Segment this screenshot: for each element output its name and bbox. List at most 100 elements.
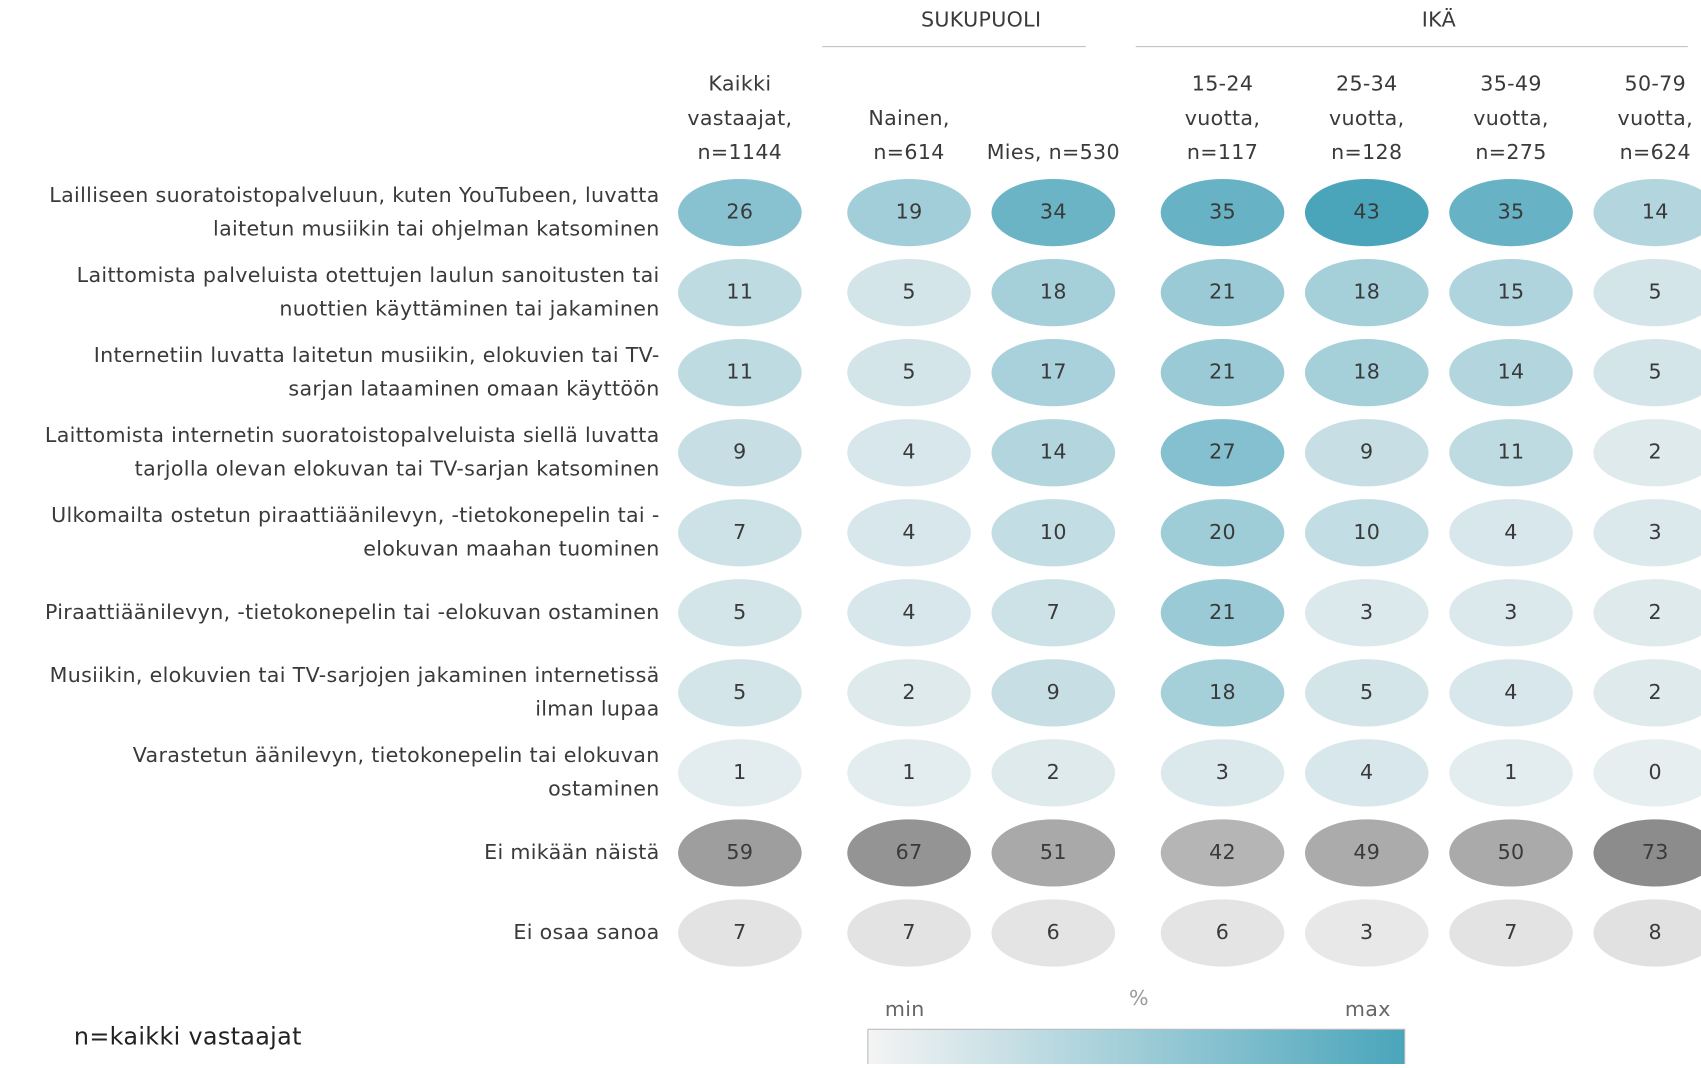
cell-value: 50 [1498, 840, 1525, 864]
column-label: 25-34 [1336, 72, 1397, 96]
cell-value: 21 [1209, 280, 1236, 304]
cell [1304, 419, 1429, 487]
cell-value: 4 [902, 520, 915, 544]
cell [1160, 499, 1285, 567]
column-label: n=1144 [698, 140, 783, 164]
cell [678, 419, 802, 487]
cell-value: 2 [1047, 760, 1060, 784]
cell [1593, 579, 1701, 647]
cell-value: 51 [1040, 840, 1067, 864]
column-label: 50-79 [1625, 72, 1686, 96]
column-label: vuotta, [1185, 106, 1260, 130]
cell [678, 178, 802, 247]
column-label: n=624 [1620, 140, 1691, 164]
cell [847, 739, 971, 807]
cell [847, 339, 971, 407]
cell [1304, 499, 1429, 567]
cell [1304, 259, 1429, 327]
cell-value: 7 [902, 920, 915, 944]
cell-value: 8 [1649, 920, 1662, 944]
cell [1449, 579, 1573, 647]
cell [1593, 259, 1701, 327]
cell-value: 3 [1649, 520, 1662, 544]
legend-gradient [867, 1028, 1406, 1068]
cell [1304, 819, 1429, 887]
cell-value: 2 [902, 680, 915, 704]
cell-value: 2 [1649, 600, 1662, 624]
cell-value: 5 [902, 360, 915, 384]
cell [1160, 819, 1285, 887]
cell-value: 20 [1209, 520, 1236, 544]
column-label: 35-49 [1480, 72, 1541, 96]
cell [1449, 739, 1573, 807]
cell-value: 10 [1353, 520, 1380, 544]
cell [991, 819, 1116, 887]
cell-value: 6 [1216, 920, 1229, 944]
column-label: Nainen, [868, 106, 949, 130]
cell [991, 579, 1116, 647]
cell [991, 659, 1116, 727]
cell-value: 11 [726, 280, 753, 304]
cell-value: 1 [902, 760, 915, 784]
cell-value: 34 [1040, 200, 1067, 224]
cell [1449, 419, 1573, 487]
cell-value: 4 [1504, 680, 1517, 704]
cell-value: 7 [1504, 920, 1517, 944]
cell-value: 14 [1040, 440, 1067, 464]
cell-value: 7 [733, 920, 746, 944]
cell-value: 18 [1353, 280, 1380, 304]
cell-value: 14 [1642, 200, 1669, 224]
row-label: laitetun musiikin tai ohjelman katsomine… [213, 216, 660, 240]
cell-value: 3 [1360, 600, 1373, 624]
legend-min: min [885, 997, 925, 1021]
cell-value: 18 [1353, 360, 1380, 384]
row-label: Laittomista palveluista otettujen laulun… [77, 263, 660, 287]
cell-value: 18 [1209, 680, 1236, 704]
cell-value: 9 [1360, 440, 1373, 464]
cell-value: 2 [1649, 680, 1662, 704]
cell-value: 1 [733, 760, 746, 784]
cell-value: 0 [1649, 760, 1662, 784]
cell [678, 739, 802, 807]
row-label: Musiikin, elokuvien tai TV-sarjojen jaka… [50, 663, 660, 687]
cell [678, 659, 802, 727]
group-label: IKÄ [1422, 7, 1456, 32]
cell-value: 3 [1216, 760, 1229, 784]
cell-value: 4 [1504, 520, 1517, 544]
row-label: Laittomista internetin suoratoistopalvel… [45, 423, 660, 447]
column-label: vuotta, [1329, 106, 1404, 130]
cell [1304, 579, 1429, 647]
cell-value: 19 [896, 200, 923, 224]
cell-value: 35 [1209, 200, 1236, 224]
column-label: Kaikki [708, 72, 771, 96]
cell-value: 5 [1649, 280, 1662, 304]
cell [1449, 178, 1573, 247]
cell-value: 43 [1353, 200, 1380, 224]
row-label: Varastetun äänilevyn, tietokonepelin tai… [133, 743, 660, 767]
cell [991, 178, 1116, 247]
cell [1160, 899, 1285, 967]
column-label: vastaajat, [687, 106, 792, 130]
cell-value: 1 [1504, 760, 1517, 784]
cell-value: 4 [902, 440, 915, 464]
cell-value: 5 [733, 680, 746, 704]
cell-value: 49 [1353, 840, 1380, 864]
cell [1304, 659, 1429, 727]
row-label: Ulkomailta ostetun piraattiäänilevyn, -t… [51, 503, 660, 527]
cell [1160, 339, 1285, 407]
row-label: nuottien käyttäminen tai jakaminen [279, 296, 659, 320]
cell [678, 899, 802, 967]
cell [991, 419, 1116, 487]
cell [1160, 419, 1285, 487]
cell-value: 4 [902, 600, 915, 624]
cell [847, 178, 971, 247]
cell-value: 18 [1040, 280, 1067, 304]
cell [991, 899, 1116, 967]
group-label: SUKUPUOLI [921, 8, 1041, 32]
cell [1304, 178, 1429, 247]
row-label: ilman lupaa [535, 697, 659, 721]
cell [1449, 899, 1573, 967]
cell-value: 14 [1498, 360, 1525, 384]
column-label: n=128 [1331, 140, 1402, 164]
cell-value: 5 [1360, 680, 1373, 704]
